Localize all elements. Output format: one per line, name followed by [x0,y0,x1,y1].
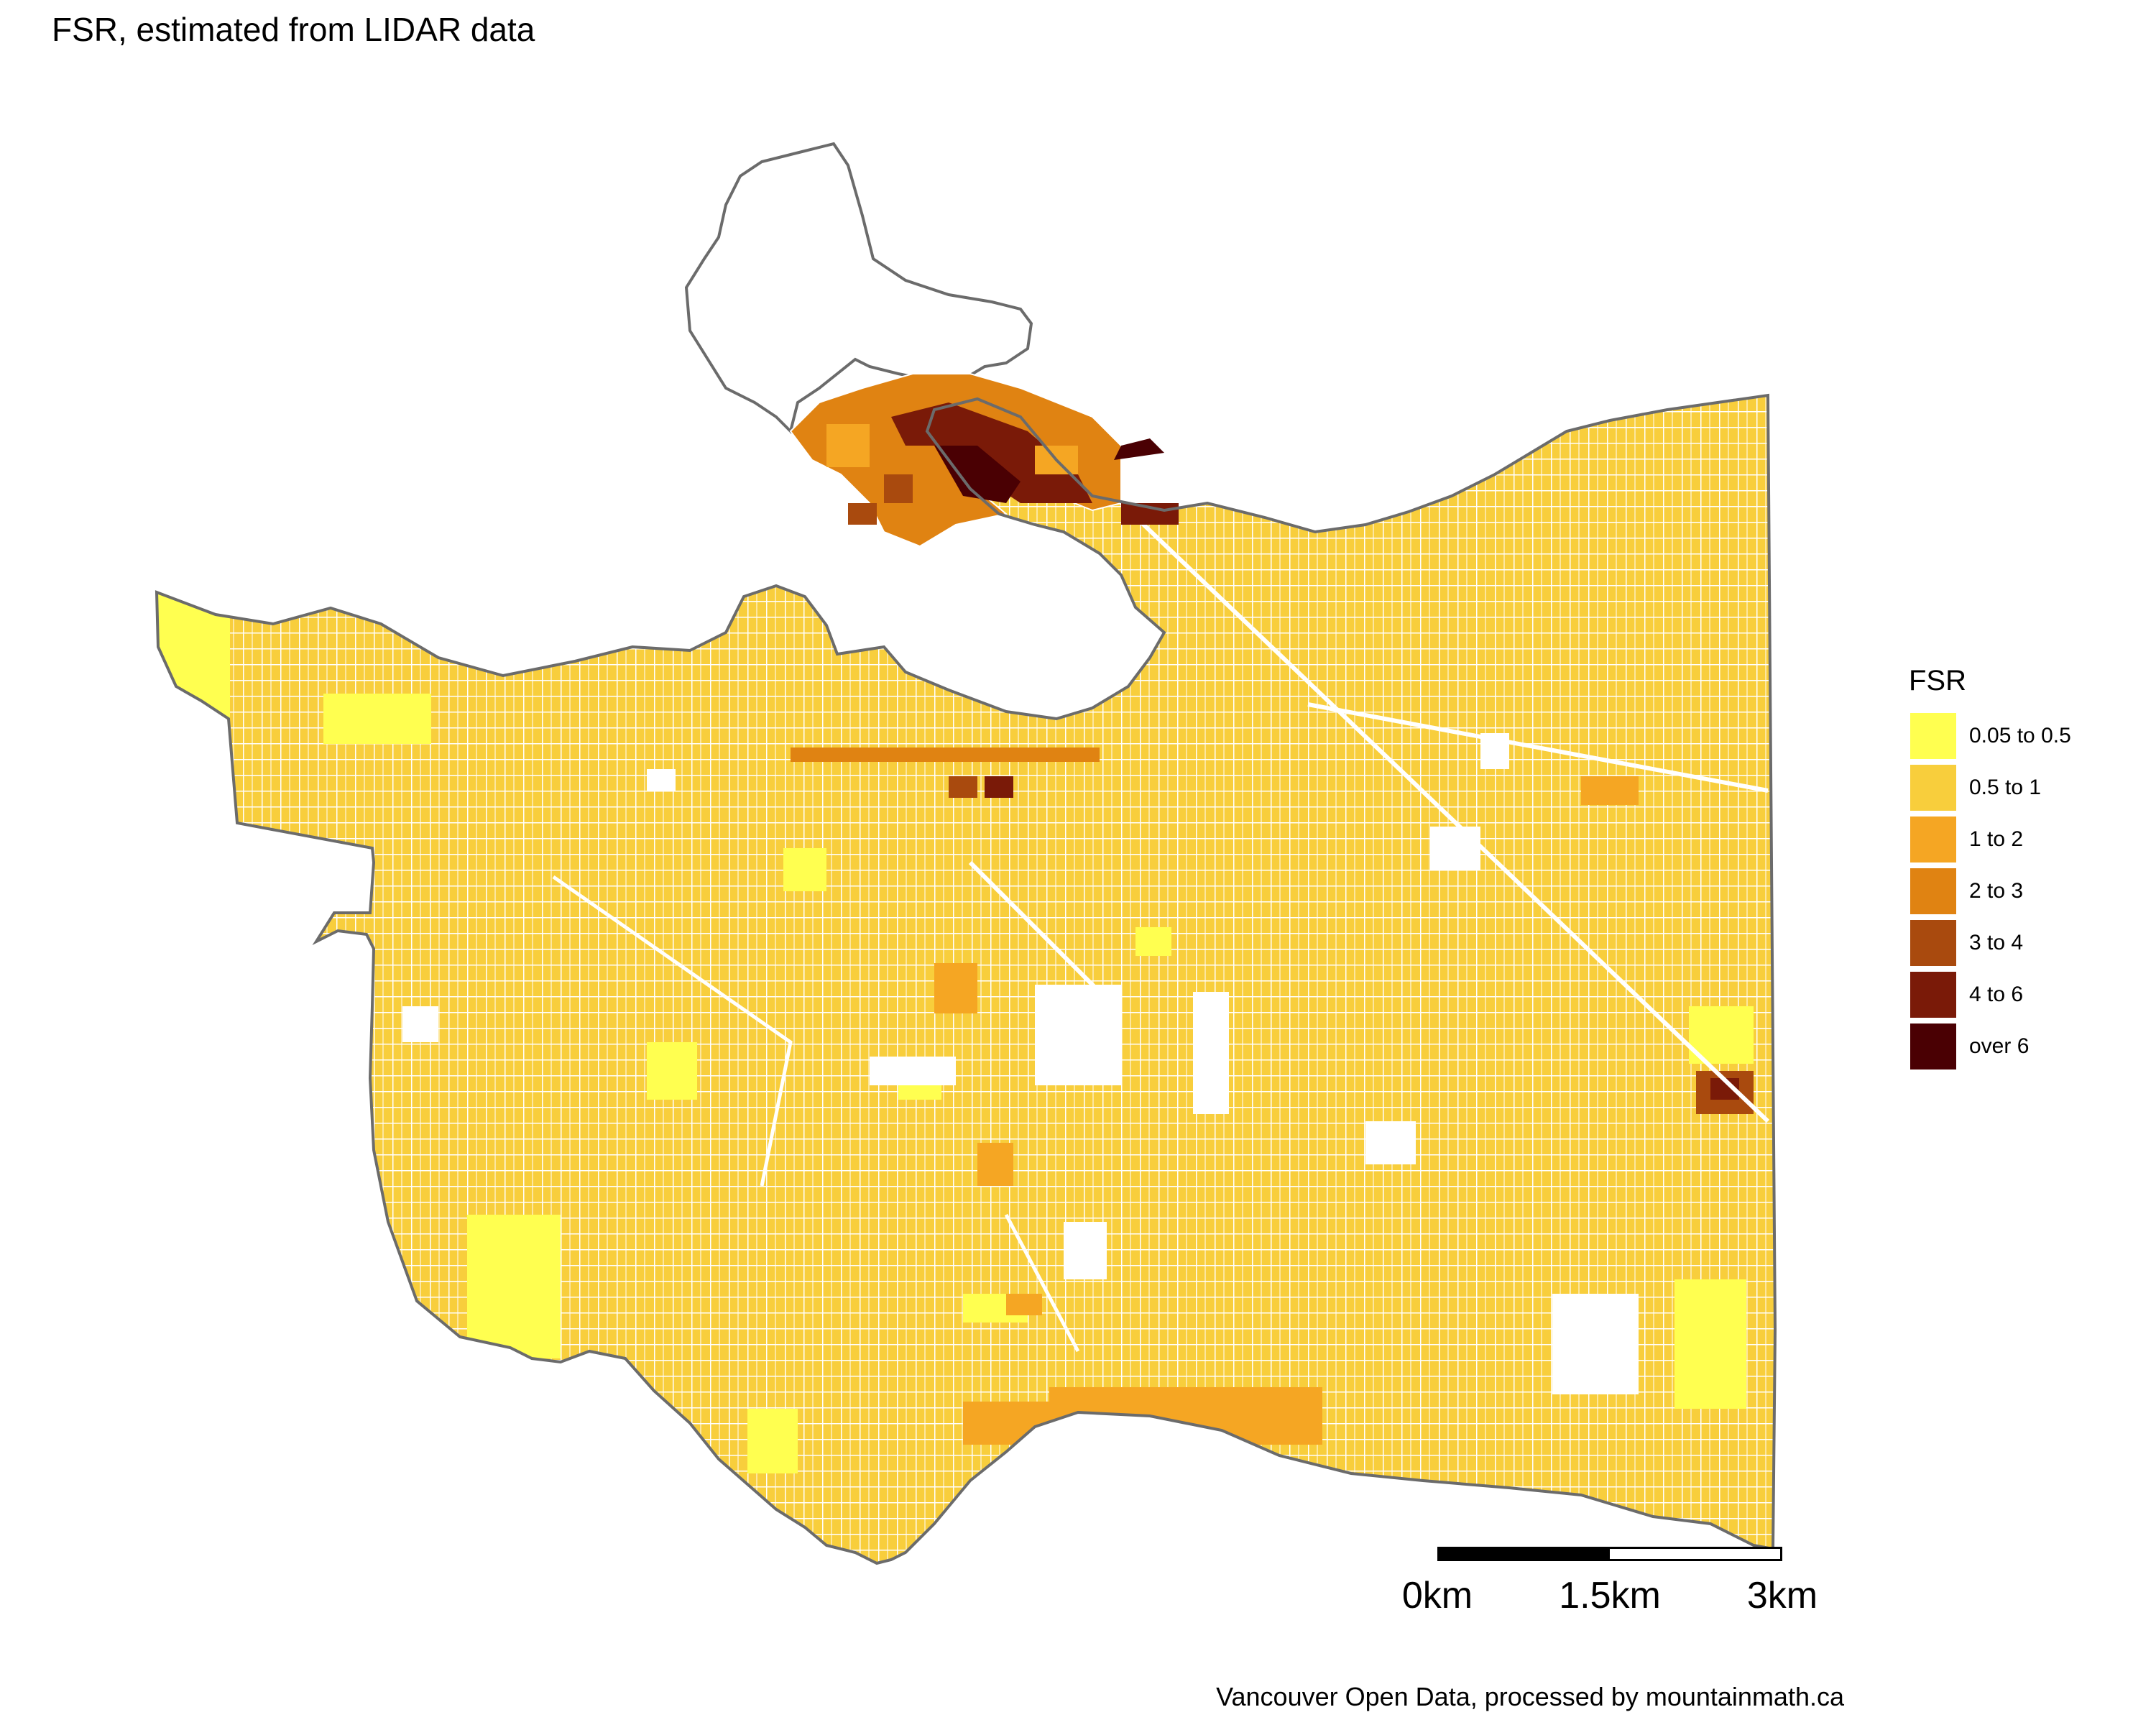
legend-label: 1 to 2 [1969,827,2024,851]
legend-label: over 6 [1969,1034,2030,1058]
legend-item: 0.05 to 0.5 [1909,710,2071,762]
scale-bar-segment-white [1608,1547,1782,1561]
legend-item: 3 to 4 [1909,917,2071,969]
legend-swatch [1909,815,1958,864]
map-title: FSR, estimated from LIDAR data [52,11,535,48]
legend-swatch [1909,1022,1958,1071]
legend-swatch [1909,970,1958,1019]
legend-title: FSR [1909,665,1966,696]
legend-items: 0.05 to 0.5 0.5 to 1 1 to 2 2 to 3 3 to 4 4 t… [1909,710,2071,1072]
legend-swatch [1909,919,1958,967]
legend-item: 0.5 to 1 [1909,762,2071,814]
scale-bar: 0km 1.5km 3km [1402,1547,2156,1662]
legend-label: 0.05 to 0.5 [1969,724,2071,748]
scale-bar-segment-black [1437,1547,1610,1561]
legend-item: 2 to 3 [1909,865,2071,917]
legend-item: over 6 [1909,1021,2071,1072]
legend: FSR 0.05 to 0.5 0.5 to 1 1 to 2 2 to 3 3 to … [1909,665,2071,1072]
source-caption: Vancouver Open Data, processed by mounta… [1216,1682,1844,1711]
legend-label: 4 to 6 [1969,983,2024,1006]
legend-item: 4 to 6 [1909,969,2071,1021]
legend-label: 2 to 3 [1969,879,2024,903]
legend-item: 1 to 2 [1909,814,2071,865]
legend-label: 3 to 4 [1969,931,2024,954]
legend-swatch [1909,763,1958,812]
scale-label-0: 0km [1401,1575,1473,1616]
legend-swatch [1909,712,1958,760]
downtown-core [789,373,1179,548]
scale-label-1: 1.5km [1559,1575,1661,1616]
parcel-fill [157,395,1775,1563]
legend-label: 0.5 to 1 [1969,776,2042,799]
scale-label-2: 3km [1746,1575,1818,1616]
legend-swatch [1909,867,1958,916]
